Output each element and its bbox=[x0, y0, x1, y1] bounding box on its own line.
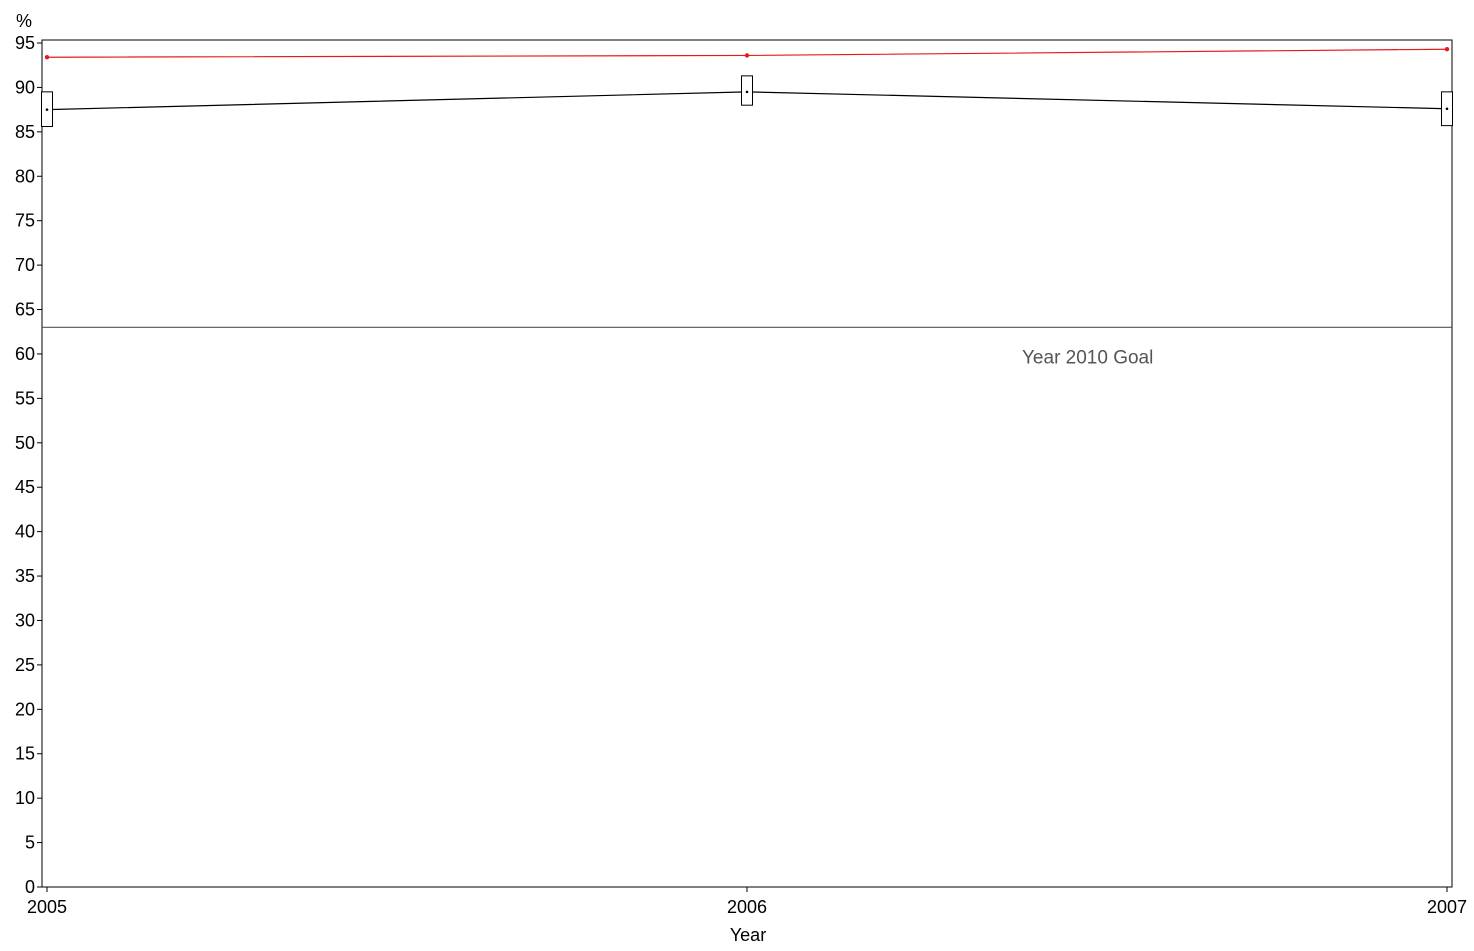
data-point bbox=[1444, 47, 1450, 52]
data-point bbox=[744, 53, 750, 58]
goal-label: Year 2010 Goal bbox=[1022, 347, 1153, 368]
x-tick-label: 2005 bbox=[27, 897, 67, 917]
y-tick-label: 20 bbox=[15, 699, 35, 719]
x-axis-label: Year bbox=[730, 925, 766, 945]
y-tick-label: 90 bbox=[15, 77, 35, 97]
y-tick-label: 75 bbox=[15, 211, 35, 231]
data-point bbox=[1445, 107, 1449, 111]
y-tick-label: 45 bbox=[15, 477, 35, 497]
x-tick-label: 2006 bbox=[727, 897, 767, 917]
data-point bbox=[45, 108, 49, 111]
y-tick-label: 25 bbox=[15, 655, 35, 675]
data-point bbox=[44, 55, 50, 60]
y-tick-label: 15 bbox=[15, 744, 35, 764]
y-tick-label: 10 bbox=[15, 788, 35, 808]
y-tick-label: 5 bbox=[25, 833, 35, 853]
y-tick-label: 0 bbox=[25, 877, 35, 897]
y-tick-label: 60 bbox=[15, 344, 35, 364]
confidence-interval-box bbox=[741, 75, 753, 106]
x-tick-label: 2007 bbox=[1427, 897, 1467, 917]
y-tick-label: 70 bbox=[15, 255, 35, 275]
y-tick-label: 50 bbox=[15, 433, 35, 453]
y-axis-label: % bbox=[16, 11, 32, 31]
plot-frame bbox=[41, 39, 1453, 888]
y-tick-label: 65 bbox=[15, 300, 35, 320]
y-tick-label: 35 bbox=[15, 566, 35, 586]
y-tick-label: 30 bbox=[15, 610, 35, 630]
y-tick-label: 80 bbox=[15, 166, 35, 186]
data-point bbox=[745, 90, 749, 94]
y-tick-label: 55 bbox=[15, 388, 35, 408]
y-tick-label: 40 bbox=[15, 522, 35, 542]
y-tick-label: 85 bbox=[15, 122, 35, 142]
y-tick-label: 95 bbox=[15, 33, 35, 53]
